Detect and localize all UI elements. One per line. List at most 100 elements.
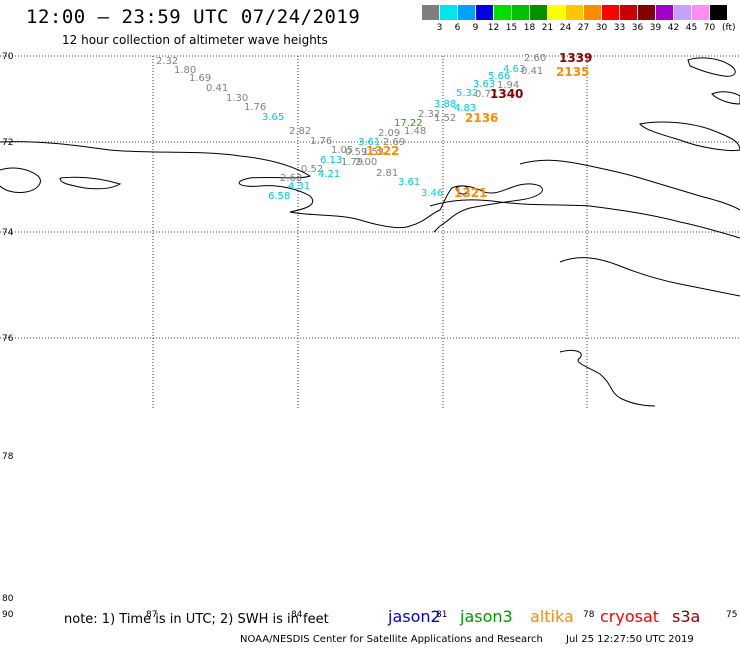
color-swatch-label: 70 bbox=[703, 23, 716, 33]
wave-height-value: 4.21 bbox=[318, 169, 340, 180]
wave-height-value: 1.69 bbox=[189, 73, 211, 84]
wave-height-value: 3.63 bbox=[473, 79, 495, 90]
wave-height-value: 1.94 bbox=[497, 80, 519, 91]
lat-label: 78 bbox=[2, 452, 14, 462]
wave-height-value: 2.32 bbox=[418, 109, 440, 120]
wave-height-value: 2.09 bbox=[378, 128, 400, 139]
lat-label: 72 bbox=[2, 138, 13, 148]
color-swatch bbox=[512, 5, 529, 20]
wave-height-value: 1.80 bbox=[174, 65, 196, 76]
lon-label: 84 bbox=[291, 610, 303, 620]
color-swatch bbox=[584, 5, 601, 20]
satellite-altika: altika bbox=[530, 607, 574, 626]
wave-height-value: 5.32 bbox=[456, 88, 478, 99]
map-title: 12:00 – 23:59 UTC 07/24/2019 bbox=[26, 6, 361, 28]
wave-height-value: 0.77 bbox=[475, 89, 497, 100]
wave-height-value: 1.76 bbox=[310, 136, 332, 147]
color-swatch bbox=[656, 5, 673, 20]
color-swatch-label: 24 bbox=[559, 23, 572, 33]
wave-height-value: 0.41 bbox=[206, 83, 228, 94]
color-swatch bbox=[422, 5, 439, 20]
wave-height-value: 3.88 bbox=[434, 99, 456, 110]
mainland-coast bbox=[0, 141, 543, 233]
wave-height-value: 4.31 bbox=[288, 181, 310, 192]
color-swatch bbox=[530, 5, 547, 20]
color-swatch-label: 9 bbox=[472, 23, 479, 33]
wave-height-value: 2.81 bbox=[376, 168, 398, 179]
wave-height-value: 3.61 bbox=[398, 177, 420, 188]
wave-height-value: 4.63 bbox=[503, 64, 525, 75]
color-swatch bbox=[710, 5, 727, 20]
color-swatch bbox=[458, 5, 475, 20]
wave-height-value: 4.83 bbox=[454, 103, 476, 114]
color-swatch bbox=[476, 5, 493, 20]
bay-outline bbox=[0, 167, 41, 193]
color-swatch bbox=[548, 5, 565, 20]
wave-height-value: 1.05 bbox=[331, 145, 353, 156]
satellite-jason2: jason2 bbox=[388, 607, 441, 626]
coastline bbox=[0, 57, 740, 407]
wave-height-value: 0.59 bbox=[345, 147, 367, 158]
color-swatch-label: 36 bbox=[631, 23, 644, 33]
pass-time-label: 1339 bbox=[559, 51, 592, 65]
wave-height-readings: 2.321.801.690.411.301.763.652.821.761.05… bbox=[156, 53, 546, 202]
wave-height-value: 6.13 bbox=[320, 155, 342, 166]
pass-time-label: 2135 bbox=[556, 65, 589, 79]
cape-outline bbox=[59, 176, 122, 190]
color-swatch bbox=[692, 5, 709, 20]
wave-height-value: 2.32 bbox=[156, 56, 178, 67]
color-swatch-label: 27 bbox=[577, 23, 590, 33]
color-swatch-label: 30 bbox=[595, 23, 608, 33]
pass-time-label: 1321 bbox=[454, 186, 487, 200]
color-swatch-label: 12 bbox=[487, 23, 500, 33]
lon-label: 87 bbox=[146, 610, 157, 620]
wave-height-value: 2.00 bbox=[355, 157, 377, 168]
color-swatch-label: 39 bbox=[649, 23, 662, 33]
wave-height-value: 2.60 bbox=[524, 53, 546, 64]
wave-height-value: 5.66 bbox=[488, 71, 510, 82]
satellite-cryosat: cryosat bbox=[600, 607, 660, 626]
color-swatch-label: 33 bbox=[613, 23, 626, 33]
map-subtitle: 12 hour collection of altimeter wave hei… bbox=[62, 33, 328, 47]
pass-time-label: 2136 bbox=[465, 111, 498, 125]
lat-label: 74 bbox=[2, 228, 14, 238]
color-swatch bbox=[440, 5, 457, 20]
credit-line: NOAA/NESDIS Center for Satellite Applica… bbox=[240, 634, 543, 645]
wave-height-value: 3.61 bbox=[358, 137, 380, 148]
wave-height-value: 6.58 bbox=[268, 191, 290, 202]
color-swatch bbox=[638, 5, 655, 20]
wave-height-value: 17.22 bbox=[394, 118, 423, 129]
pass-time-label: 1340 bbox=[490, 87, 523, 101]
color-swatch-label: 42 bbox=[667, 23, 680, 33]
color-swatch bbox=[602, 5, 619, 20]
lat-label: 70 bbox=[2, 52, 14, 62]
wave-height-value: 1.76 bbox=[244, 102, 266, 113]
color-swatch-label: 15 bbox=[505, 23, 518, 33]
coast-east-2 bbox=[559, 257, 740, 297]
wave-height-value: 3.65 bbox=[262, 112, 284, 123]
severnaya-zemlya-coast bbox=[559, 349, 656, 407]
satellite-s3a: s3a bbox=[672, 607, 701, 626]
color-swatch bbox=[674, 5, 691, 20]
wave-height-value: 2.63 bbox=[280, 173, 302, 184]
lat-label: 76 bbox=[2, 334, 14, 344]
color-swatch bbox=[566, 5, 583, 20]
coast-east-upper bbox=[519, 159, 740, 211]
island-3 bbox=[639, 121, 740, 151]
color-swatch-label: 18 bbox=[523, 23, 536, 33]
lat-axis-labels: 70 72 74 76 78 80 90 bbox=[2, 52, 14, 620]
color-swatch-label: 21 bbox=[541, 23, 554, 33]
color-swatch bbox=[620, 5, 637, 20]
color-swatch-label: 6 bbox=[454, 23, 461, 33]
color-swatch-label: 45 bbox=[685, 23, 698, 33]
lon-label: 78 bbox=[583, 610, 595, 620]
generation-time: Jul 25 12:27:50 UTC 2019 bbox=[566, 634, 694, 645]
wave-height-value: 3.46 bbox=[421, 188, 443, 199]
wave-height-value: 2.69 bbox=[383, 137, 405, 148]
wave-height-value: 2.82 bbox=[289, 126, 311, 137]
color-swatch-label: 3 bbox=[436, 23, 443, 33]
lon-label: 75 bbox=[726, 610, 737, 620]
island-1 bbox=[687, 57, 736, 77]
